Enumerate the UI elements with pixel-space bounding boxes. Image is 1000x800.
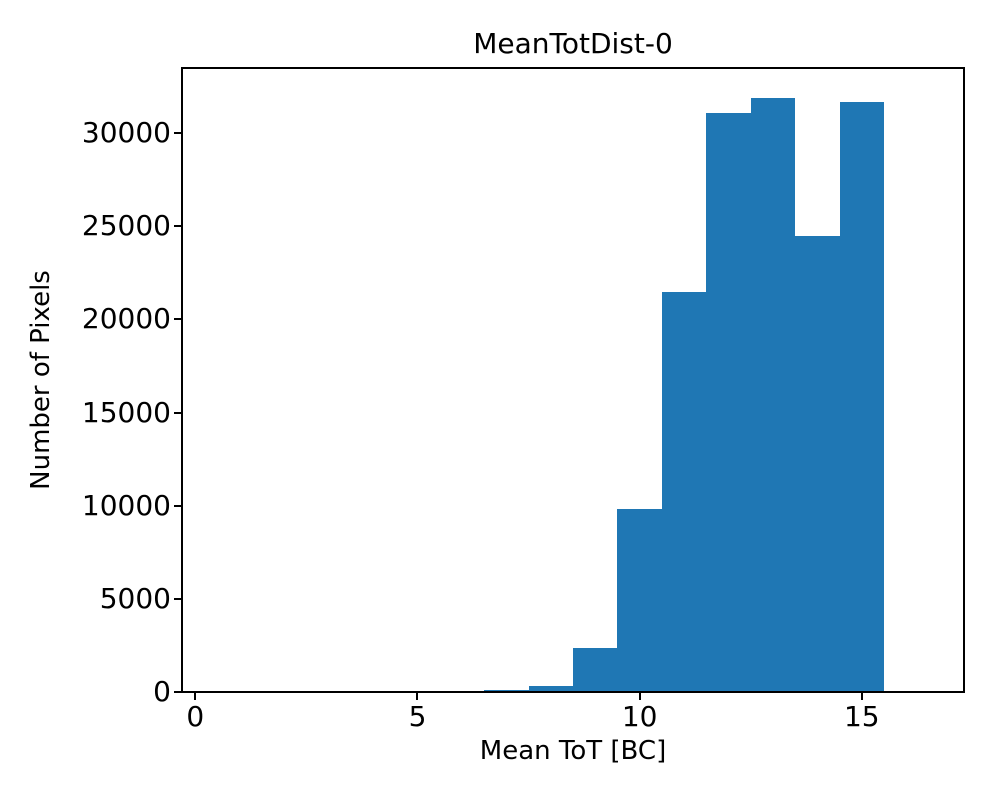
histogram-bar [706,113,751,692]
x-tick-mark [194,693,197,700]
y-tick-label: 10000 [81,488,171,522]
histogram-bar [840,102,884,692]
y-tick-mark [174,225,181,228]
y-tick-label: 25000 [81,209,171,243]
top-spine [181,67,965,69]
bars-layer [182,68,964,692]
x-tick-label: 5 [408,700,427,733]
x-tick-label: 15 [843,700,880,733]
histogram-bar [529,686,573,692]
x-tick-label: 10 [621,700,658,733]
right-spine [963,67,965,693]
histogram-bar [751,98,795,692]
y-axis-label-text: Number of Pixels [26,270,56,490]
y-tick-label: 5000 [99,581,171,615]
y-tick-label: 0 [153,675,171,708]
y-tick-mark [174,691,181,693]
histogram-bar [617,509,662,692]
y-tick-label: 30000 [81,116,171,150]
bottom-spine [181,691,965,693]
y-tick-label: 20000 [81,302,171,336]
y-tick-mark [174,411,181,414]
histogram-bar [662,292,706,692]
plot-area [182,68,964,692]
x-axis-label: Mean ToT [BC] [479,736,667,766]
x-tick-label: 0 [186,700,205,733]
y-tick-mark [174,597,181,600]
histogram-bar [573,648,617,692]
chart-title: MeanTotDist-0 [473,27,673,60]
histogram-bar [795,236,840,692]
y-tick-mark [174,318,181,321]
x-tick-mark [638,693,641,700]
y-tick-label: 15000 [81,395,171,429]
y-tick-mark [174,132,181,135]
y-tick-mark [174,504,181,507]
x-tick-mark [416,693,419,700]
x-tick-mark [860,693,863,700]
left-spine [181,67,183,693]
